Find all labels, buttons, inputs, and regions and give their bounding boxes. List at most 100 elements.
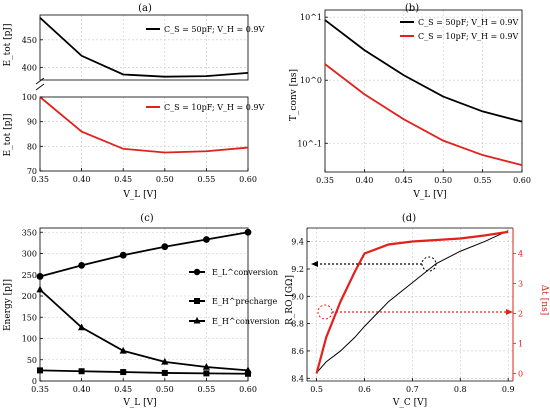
ylabel-c: Energy [pJ]	[3, 279, 13, 331]
series-line-panel-c-2	[39, 288, 249, 372]
legend-label-cs50: C_S = 50pF; V_H = 0.9V	[164, 25, 264, 34]
legend-marker-square	[194, 298, 200, 304]
xtick-label-panel-c-1: 0.40	[73, 385, 91, 394]
legend-label-el-conv: E_L^conversion	[212, 268, 278, 277]
legend-label-eh-conv: E_H^conversion	[212, 317, 280, 326]
ytick-label-d-1: 8.6	[291, 347, 304, 356]
xtick-label-d-1: 0.6	[358, 385, 371, 394]
ytick-right-label-d-1: 1	[518, 340, 523, 349]
point-triangle-5	[244, 366, 252, 374]
ytick-label-panel-c-3: 150	[22, 313, 37, 322]
plot-frame-panel-b	[324, 9, 523, 173]
xtick-label-panel-a-bottom-3: 0.50	[156, 175, 174, 184]
plot-frame-panel-a-top	[39, 14, 249, 81]
panel-label-b: (b)	[405, 3, 419, 14]
series-line-panel-a-bottom-0	[39, 96, 249, 154]
ytick-label-d-2: 8.8	[291, 320, 304, 329]
point-square-0	[37, 367, 43, 374]
legend-c: E_L^conversion E_H^precharge E_H^convers…	[189, 268, 280, 326]
series-line-panel-b-0	[324, 19, 523, 123]
point-circle-1	[78, 262, 85, 269]
point-square-2	[120, 369, 127, 376]
xlabel-a: V_L [V]	[122, 190, 156, 200]
point-triangle-0	[36, 285, 44, 293]
point-triangle-2	[119, 346, 127, 354]
xtick-label-panel-c-3: 0.50	[156, 385, 174, 394]
point-circle-0	[36, 273, 44, 280]
xtick-label-panel-a-bottom-0: 0.35	[31, 175, 49, 184]
series-line-panel-b-1	[324, 63, 523, 166]
ytick-label-panel-c-2: 100	[22, 335, 37, 344]
panel-label-c: (c)	[140, 213, 154, 224]
ytick-label-panel-b-2: 10^1	[300, 13, 322, 22]
ytick-label-panel-c-0: 0	[32, 377, 37, 386]
panel-a-bottom-chart: 70 80 90 100 0.35 0.40 0.45 0.50 0.55 0.60 C_S = …	[22, 93, 265, 184]
ytick-label-panel-c-7: 350	[22, 228, 37, 237]
ytick-label-panel-a-top-0: 400	[22, 63, 37, 72]
series-line-rro	[316, 230, 509, 374]
ytick-label-panel-a-bottom-3: 100	[22, 93, 37, 102]
ytick-label-panel-b-1: 10^0	[300, 76, 322, 85]
ylabel-a-bottom: E_tot [pJ]	[3, 114, 13, 157]
xtick-label-panel-b-2: 0.45	[395, 176, 413, 185]
xtick-label-panel-c-5: 0.60	[239, 385, 257, 394]
legend-label-cs10: C_S = 10pF; V_H = 0.9V	[164, 103, 264, 112]
xtick-label-panel-b-5: 0.60	[513, 176, 531, 185]
ytick-label-panel-a-bottom-1: 80	[27, 142, 37, 151]
panel-label-d: (d)	[402, 213, 416, 224]
point-triangle-1	[78, 323, 86, 331]
xlabel-b: V_L [V]	[412, 190, 446, 200]
ytick-label-panel-b-0: 10^-1	[297, 139, 322, 148]
ytick-label-panel-c-1: 50	[27, 356, 37, 365]
xlabel-d: V_C [V]	[392, 398, 427, 408]
xtick-label-panel-a-bottom-5: 0.60	[239, 175, 257, 184]
panel-c-chart: 0 50 100 150 200 250 300 350 0.35 0.40 0.45 0.50 0.5…	[22, 227, 280, 394]
ytick-right-label-d-4: 4	[518, 250, 523, 259]
legend-a-top: C_S = 50pF; V_H = 0.9V	[146, 25, 264, 34]
ytick-right-label-d-0: 0	[518, 370, 523, 379]
highlight-circle-red	[317, 304, 333, 320]
ylabel-d-left: R_RO [GΩ]	[285, 275, 295, 325]
ytick-label-panel-a-bottom-0: 70	[27, 167, 37, 176]
ylabel-b: T_conv [ns]	[289, 69, 299, 121]
ytick-label-panel-c-5: 250	[22, 271, 37, 280]
point-square-5	[245, 370, 251, 377]
xtick-label-panel-b-1: 0.40	[355, 176, 373, 185]
xtick-label-panel-b-0: 0.35	[316, 176, 334, 185]
series-line-panel-c-1	[39, 369, 249, 375]
point-circle-2	[119, 251, 127, 259]
ytick-label-panel-c-6: 300	[22, 250, 37, 259]
point-square-4	[203, 370, 210, 377]
plot-frame-panel-a-bottom	[39, 96, 249, 172]
panel-d-chart: 0.5 0.6 0.7 0.8 0.9 8.4 8.6 8.8 9.0 9.2 9.4 0 1 2 3 4	[291, 227, 523, 394]
xtick-label-panel-b-3: 0.50	[434, 176, 452, 185]
annotations-d	[311, 256, 513, 320]
ytick-label-d-5: 9.4	[291, 238, 304, 247]
series-line-panel-a-top-0	[39, 17, 249, 78]
xtick-label-panel-c-2: 0.45	[114, 385, 132, 394]
xtick-label-panel-c-0: 0.35	[31, 385, 49, 394]
ytick-right-label-d-2: 2	[518, 310, 523, 319]
ytick-label-d-3: 9.0	[291, 292, 304, 301]
xtick-label-d-3: 0.8	[454, 385, 467, 394]
ytick-label-panel-a-top-1: 450	[22, 36, 37, 45]
plot-frame-panel-c	[39, 227, 249, 382]
xlabel-c: V_L [V]	[122, 398, 156, 408]
legend-marker-triangle	[193, 317, 201, 324]
point-square-1	[78, 368, 85, 375]
axis-break-left-bottom	[35, 83, 45, 91]
ylabel-a-top: E_tot [pJ]	[3, 24, 13, 67]
point-circle-3	[161, 243, 169, 251]
axis-break-left-top	[35, 77, 45, 85]
panel-label-a: (a)	[138, 3, 152, 14]
xtick-label-panel-a-bottom-2: 0.45	[114, 175, 132, 184]
point-triangle-4	[202, 362, 210, 370]
xtick-label-panel-b-4: 0.55	[474, 176, 492, 185]
xtick-label-panel-a-bottom-1: 0.40	[73, 175, 91, 184]
legend-a-bottom: C_S = 10pF; V_H = 0.9V	[146, 103, 264, 112]
xtick-label-d-4: 0.9	[502, 385, 515, 394]
ytick-label-panel-a-bottom-2: 90	[27, 118, 37, 127]
legend-label-eh-pre: E_H^precharge	[212, 297, 278, 306]
ytick-label-d-4: 9.2	[291, 265, 304, 274]
